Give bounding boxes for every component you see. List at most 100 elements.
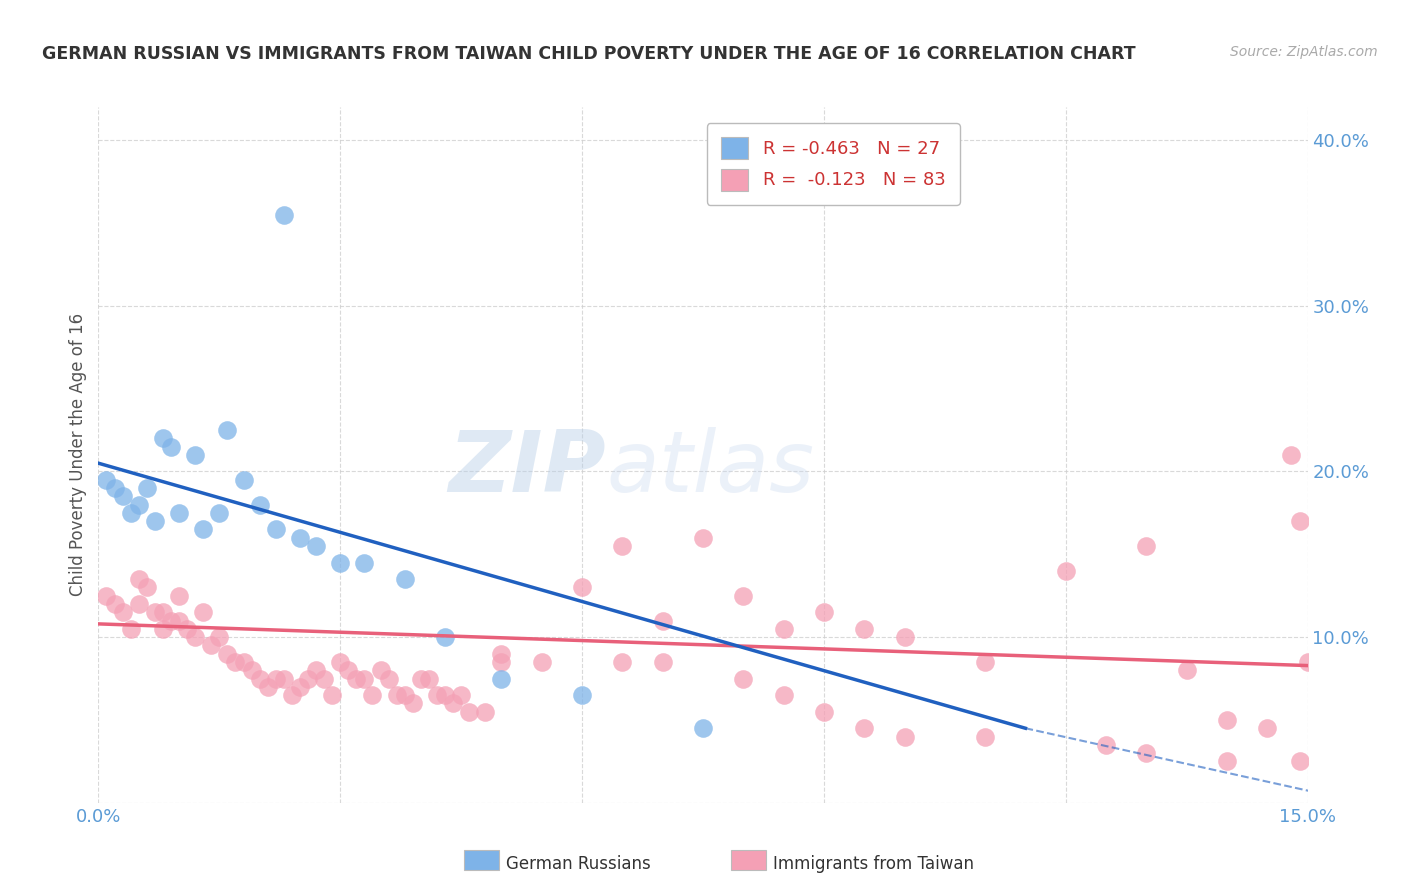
Point	[1288, 514, 1310, 528]
Point	[409, 672, 432, 686]
Point	[402, 697, 425, 711]
Point	[200, 639, 222, 653]
Point	[249, 498, 271, 512]
Text: GERMAN RUSSIAN VS IMMIGRANTS FROM TAIWAN CHILD POVERTY UNDER THE AGE OF 16 CORRE: GERMAN RUSSIAN VS IMMIGRANTS FROM TAIWAN…	[42, 45, 1136, 62]
Point	[314, 672, 336, 686]
Point	[530, 655, 553, 669]
Point	[450, 688, 472, 702]
Text: German Russians: German Russians	[506, 855, 651, 873]
Point	[1281, 448, 1303, 462]
Point	[1216, 755, 1239, 769]
Point	[273, 208, 295, 222]
Point	[1095, 738, 1118, 752]
Point	[893, 630, 915, 644]
Point	[491, 647, 513, 661]
Point	[692, 531, 714, 545]
Point	[1135, 746, 1157, 760]
Point	[353, 672, 375, 686]
Point	[184, 630, 207, 644]
Point	[281, 688, 304, 702]
Point	[377, 672, 399, 686]
Point	[297, 672, 319, 686]
Text: ZIP: ZIP	[449, 427, 606, 510]
Point	[120, 622, 142, 636]
Point	[394, 688, 416, 702]
Point	[224, 655, 246, 669]
Point	[337, 663, 360, 677]
Point	[167, 614, 190, 628]
Y-axis label: Child Poverty Under the Age of 16: Child Poverty Under the Age of 16	[69, 313, 87, 597]
Text: Immigrants from Taiwan: Immigrants from Taiwan	[773, 855, 974, 873]
Point	[491, 655, 513, 669]
Point	[167, 506, 190, 520]
Point	[305, 539, 328, 553]
Point	[434, 688, 457, 702]
Point	[152, 605, 174, 619]
Point	[217, 423, 239, 437]
Point	[385, 688, 408, 702]
Point	[217, 647, 239, 661]
Point	[1296, 655, 1319, 669]
Point	[152, 622, 174, 636]
Point	[249, 672, 271, 686]
Point	[692, 721, 714, 735]
Point	[103, 481, 125, 495]
Point	[651, 655, 673, 669]
Point	[370, 663, 392, 677]
Point	[135, 581, 157, 595]
Point	[208, 506, 231, 520]
Point	[135, 481, 157, 495]
Point	[813, 705, 835, 719]
Point	[128, 498, 150, 512]
Point	[128, 597, 150, 611]
Point	[329, 556, 352, 570]
Point	[143, 605, 166, 619]
Point	[353, 556, 375, 570]
Point	[143, 514, 166, 528]
Point	[1054, 564, 1077, 578]
Point	[772, 688, 794, 702]
Point	[853, 622, 876, 636]
Point	[264, 523, 287, 537]
Point	[120, 506, 142, 520]
Point	[167, 589, 190, 603]
Point	[128, 572, 150, 586]
Point	[434, 630, 457, 644]
Point	[1216, 713, 1239, 727]
Point	[240, 663, 263, 677]
Point	[1288, 755, 1310, 769]
Point	[893, 730, 915, 744]
Point	[208, 630, 231, 644]
Text: atlas: atlas	[606, 427, 814, 510]
Point	[344, 672, 367, 686]
Point	[394, 572, 416, 586]
Point	[103, 597, 125, 611]
Point	[772, 622, 794, 636]
Point	[264, 672, 287, 686]
Point	[273, 672, 295, 686]
Point	[651, 614, 673, 628]
Point	[160, 614, 183, 628]
Point	[176, 622, 198, 636]
Point	[1135, 539, 1157, 553]
Point	[321, 688, 343, 702]
Point	[571, 581, 593, 595]
Point	[612, 539, 634, 553]
Text: Source: ZipAtlas.com: Source: ZipAtlas.com	[1230, 45, 1378, 59]
Point	[288, 680, 311, 694]
Point	[152, 431, 174, 445]
Point	[571, 688, 593, 702]
Point	[418, 672, 440, 686]
Point	[733, 589, 755, 603]
Point	[426, 688, 449, 702]
Point	[329, 655, 352, 669]
Point	[111, 605, 134, 619]
Point	[111, 489, 134, 503]
Point	[612, 655, 634, 669]
Point	[256, 680, 278, 694]
Point	[184, 448, 207, 462]
Point	[96, 589, 118, 603]
Point	[193, 605, 215, 619]
Point	[441, 697, 464, 711]
Point	[1256, 721, 1278, 735]
